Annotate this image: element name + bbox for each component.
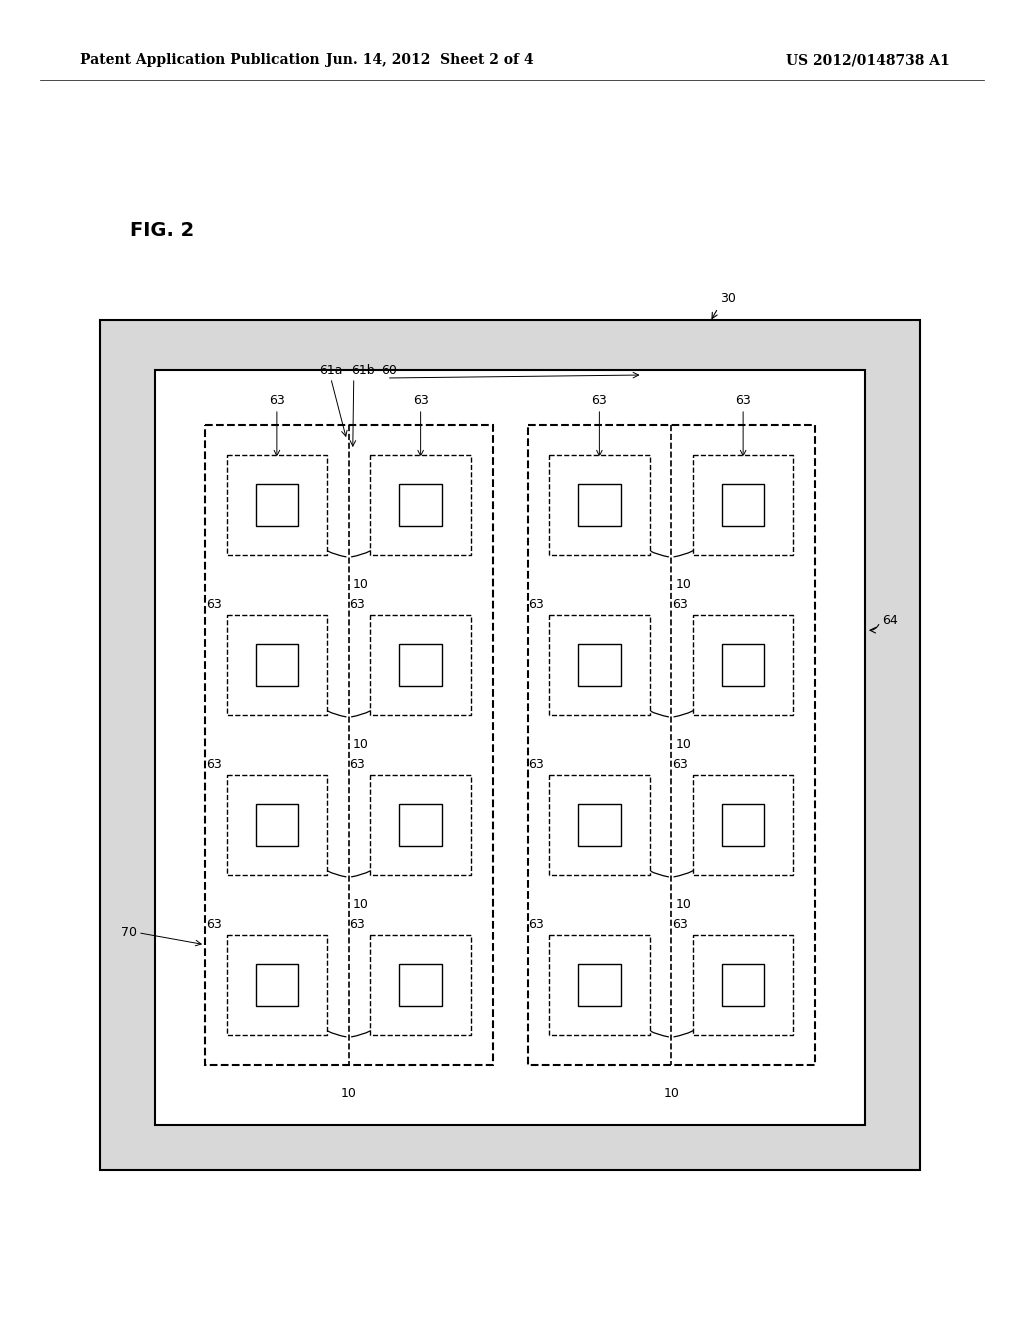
Text: 10: 10 [352, 578, 369, 591]
Bar [399, 804, 441, 846]
Bar [371, 615, 471, 715]
Bar [226, 935, 328, 1035]
Text: 63: 63 [592, 393, 607, 407]
Text: 70: 70 [121, 927, 137, 939]
Bar [579, 804, 621, 846]
Text: Patent Application Publication: Patent Application Publication [80, 53, 319, 67]
Text: 63: 63 [672, 598, 688, 611]
Bar [722, 644, 764, 686]
Bar [226, 615, 328, 715]
Bar [399, 964, 441, 1006]
Bar [693, 454, 794, 556]
Bar [371, 454, 471, 556]
Bar [722, 484, 764, 527]
Text: 61b: 61b [351, 364, 375, 378]
Text: 63: 63 [528, 598, 544, 611]
Text: 10: 10 [341, 1086, 356, 1100]
Text: 63: 63 [672, 919, 688, 931]
Bar [549, 615, 649, 715]
Bar [205, 425, 493, 1065]
Text: 63: 63 [269, 393, 285, 407]
Text: 63: 63 [528, 758, 544, 771]
Bar [579, 964, 621, 1006]
Bar [549, 454, 649, 556]
Bar [256, 644, 298, 686]
Bar [693, 935, 794, 1035]
Text: 63: 63 [206, 919, 221, 931]
Text: 10: 10 [675, 578, 691, 591]
Text: 63: 63 [206, 758, 221, 771]
Bar [226, 454, 328, 556]
Bar [399, 644, 441, 686]
Text: 64: 64 [882, 614, 898, 627]
Text: 60: 60 [381, 364, 396, 378]
Bar [527, 425, 815, 1065]
Bar [155, 370, 865, 1125]
Text: 63: 63 [206, 598, 221, 611]
Bar [549, 935, 649, 1035]
Text: 63: 63 [735, 393, 751, 407]
Text: 10: 10 [675, 738, 691, 751]
Text: 63: 63 [349, 919, 366, 931]
Bar [371, 935, 471, 1035]
Text: 10: 10 [675, 899, 691, 912]
Text: 61a: 61a [319, 364, 342, 378]
Bar [256, 804, 298, 846]
Bar [371, 775, 471, 875]
Bar [549, 775, 649, 875]
Text: 63: 63 [672, 758, 688, 771]
Bar [256, 484, 298, 527]
Text: 63: 63 [413, 393, 428, 407]
Text: Jun. 14, 2012  Sheet 2 of 4: Jun. 14, 2012 Sheet 2 of 4 [327, 53, 534, 67]
Text: 63: 63 [528, 919, 544, 931]
Bar [226, 775, 328, 875]
Text: 10: 10 [664, 1086, 679, 1100]
Bar [693, 775, 794, 875]
Bar [399, 484, 441, 527]
Bar [100, 319, 920, 1170]
Text: US 2012/0148738 A1: US 2012/0148738 A1 [786, 53, 950, 67]
Bar [256, 964, 298, 1006]
Text: FIG. 2: FIG. 2 [130, 220, 195, 239]
Bar [579, 484, 621, 527]
Bar [722, 964, 764, 1006]
Text: 63: 63 [349, 758, 366, 771]
Text: 10: 10 [352, 899, 369, 912]
Bar [693, 615, 794, 715]
Bar [722, 804, 764, 846]
Text: 10: 10 [352, 738, 369, 751]
Bar [579, 644, 621, 686]
Text: 30: 30 [720, 292, 736, 305]
Text: 63: 63 [349, 598, 366, 611]
